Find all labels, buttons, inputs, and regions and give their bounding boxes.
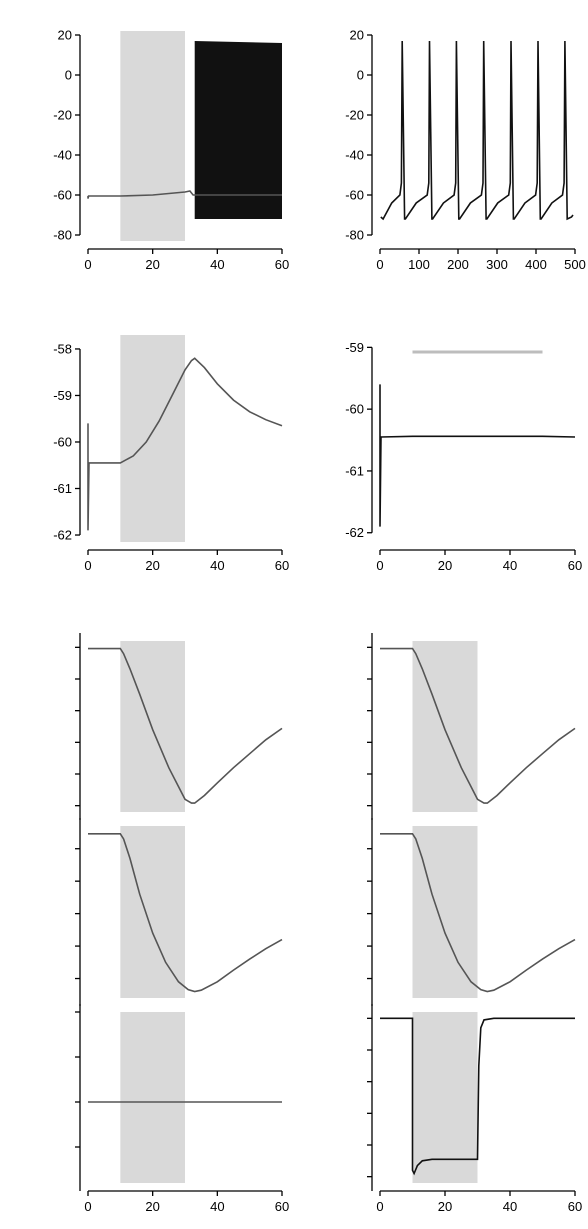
x-tick-label: 100 — [408, 257, 430, 272]
vm-trace — [87, 357, 283, 531]
y-tick-label: -20 — [53, 108, 72, 123]
y-tick-label: 0 — [357, 68, 364, 83]
x-tick-label: 60 — [275, 558, 289, 573]
x-tick-label: 20 — [438, 558, 452, 573]
stimulus-shade — [412, 641, 478, 812]
panel-F: 0 20 40 60 — [367, 633, 582, 1214]
stimulus-shade — [120, 826, 185, 998]
x-tick-label: 200 — [447, 257, 469, 272]
stimulus-shade — [120, 641, 185, 812]
y-tick-label: -61 — [345, 463, 364, 478]
stimulus-shade — [120, 1012, 185, 1183]
y-tick-label: -40 — [53, 148, 72, 163]
x-tick-label: 0 — [84, 257, 91, 272]
trace-ikm — [380, 647, 576, 804]
trace-ikm — [88, 647, 283, 804]
x-tick-label: 40 — [503, 1199, 517, 1214]
y-tick-label: -58 — [53, 341, 72, 356]
x-tick-label: 60 — [275, 1199, 289, 1214]
y-tick-label: -40 — [345, 148, 364, 163]
x-tick-label: 0 — [84, 1199, 91, 1214]
x-tick-label: 60 — [568, 1199, 582, 1214]
panel-C: -62 -61 -60 -59 -58 0 20 40 60 — [53, 335, 289, 573]
x-tick-label: 20 — [145, 1199, 159, 1214]
x-tick-label: 0 — [376, 558, 383, 573]
trace-ica — [380, 1017, 575, 1176]
y-tick-label: -62 — [345, 525, 364, 540]
stimulus-shade — [412, 826, 478, 998]
y-tick-label: -60 — [53, 188, 72, 203]
panel-E: 0 20 40 60 — [75, 633, 289, 1214]
x-tick-label: 60 — [568, 558, 582, 573]
vm-trace — [380, 40, 574, 221]
y-tick-label: 20 — [58, 28, 72, 43]
x-tick-label: 40 — [210, 558, 224, 573]
y-tick-label: 20 — [350, 28, 364, 43]
y-tick-label: -59 — [345, 340, 364, 355]
trace-2 — [380, 833, 576, 993]
x-tick-label: 0 — [84, 558, 91, 573]
y-tick-label: 0 — [65, 68, 72, 83]
y-tick-label: -60 — [345, 402, 364, 417]
x-tick-label: 500 — [564, 257, 586, 272]
panel-D: -62 -61 -60 -59 0 20 40 60 — [345, 340, 582, 573]
x-tick-label: 0 — [376, 1199, 383, 1214]
x-tick-label: 400 — [525, 257, 547, 272]
vm-trace — [87, 190, 282, 199]
x-tick-label: 20 — [438, 1199, 452, 1214]
x-tick-label: 40 — [503, 558, 517, 573]
stimulus-shade — [120, 31, 185, 241]
y-tick-label: -59 — [53, 388, 72, 403]
stimulus-shade — [412, 1012, 478, 1183]
spiking-band — [194, 41, 282, 219]
x-tick-label: 60 — [275, 257, 289, 272]
panel-A: -80 -60 -40 -20 0 20 0 20 40 60 — [53, 28, 289, 273]
x-tick-label: 40 — [210, 1199, 224, 1214]
trace-2 — [88, 833, 283, 993]
y-tick-label: -60 — [345, 188, 364, 203]
y-tick-label: -61 — [53, 481, 72, 496]
x-tick-label: 300 — [486, 257, 508, 272]
y-tick-label: -60 — [53, 434, 72, 449]
y-tick-label: -20 — [345, 108, 364, 123]
y-tick-label: -80 — [53, 228, 72, 243]
stimulus-shade — [120, 335, 185, 542]
x-tick-label: 20 — [145, 558, 159, 573]
y-tick-label: -62 — [53, 528, 72, 543]
x-tick-label: 40 — [210, 257, 224, 272]
x-tick-label: 20 — [145, 257, 159, 272]
vm-trace — [379, 384, 576, 527]
y-tick-label: -80 — [345, 228, 364, 243]
x-tick-label: 0 — [376, 257, 383, 272]
